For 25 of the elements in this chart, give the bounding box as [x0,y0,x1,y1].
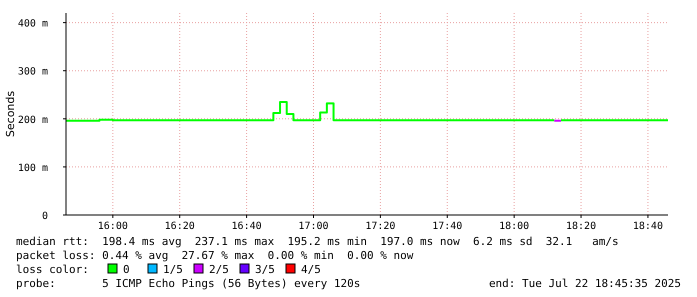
legend-label: 1/5 [163,263,183,276]
x-tick-label: 17:40 [432,221,462,232]
legend-label: 3/5 [255,263,275,276]
text: probe: 5 ICMP Echo Pings (56 Bytes) every 120s [16,277,360,290]
legend-label: 4/5 [301,263,321,276]
legend-label: 0 [123,263,130,276]
x-tick-label: 18:20 [566,221,596,232]
x-tick-label: 16:40 [232,221,262,232]
x-tick-label: 18:00 [499,221,530,232]
y-tick-label: 400 m [18,18,48,30]
text: packet loss: 0.44 % avg 27.67 % max 0.00 % min 0.00 % now [16,249,414,262]
y-axis-title: Seconds [4,90,17,138]
x-tick-label: 18:40 [632,221,663,232]
text: median rtt: 198.4 ms avg 237.1 ms max 195.2 ms min 197.0 ms now 6.2 ms sd 32.1 am/s [16,235,619,248]
y-tick-label: 200 m [18,114,48,126]
x-tick-label: 16:00 [98,221,128,232]
text: end: Tue Jul 22 18:45:35 2025 [488,277,681,290]
legend-label: 2/5 [209,263,229,276]
y-tick-label: 0 [42,211,48,222]
x-tick-label: 16:20 [164,221,195,232]
y-tick-label: 300 m [18,66,48,78]
x-tick-label: 17:20 [365,221,396,232]
y-tick-label: 100 m [18,162,48,174]
legend-title: loss color: [16,263,89,276]
x-tick-label: 17:00 [298,221,329,232]
